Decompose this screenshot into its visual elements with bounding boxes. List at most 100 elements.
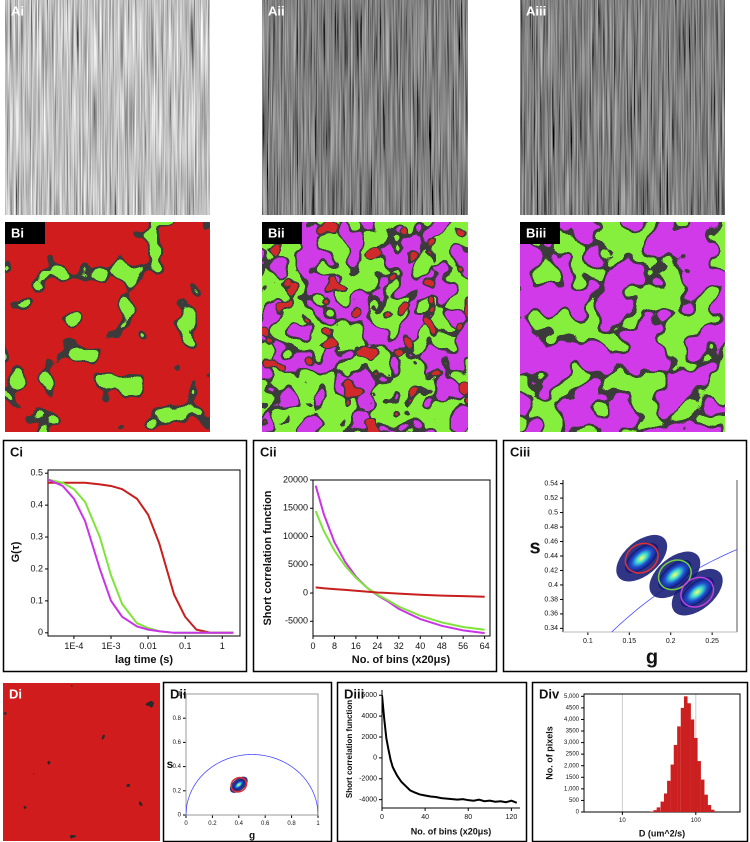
- y-tick-label: 0.38: [544, 596, 558, 603]
- bar: [670, 764, 675, 812]
- x-tick-label: 120: [506, 814, 518, 821]
- y-tick-label: 6000: [361, 692, 377, 699]
- x-tick-label: 0.01: [139, 641, 157, 651]
- x-tick-label: 1: [316, 821, 320, 827]
- y-tick-label: 0.42: [544, 567, 558, 574]
- x-axis-label: lag time (s): [115, 654, 173, 666]
- universal-semicircle: [186, 754, 318, 815]
- x-tick-label: 0.15: [622, 638, 636, 645]
- y-axis-label: s: [529, 536, 540, 558]
- y-tick-label: 1500: [566, 775, 580, 781]
- x-tick-label: 1E-3: [102, 641, 121, 651]
- x-tick-label: 0.2: [208, 821, 217, 827]
- y-tick-label: 0.46: [544, 538, 558, 545]
- bar: [697, 761, 701, 812]
- y-tick-label: 5000: [288, 559, 308, 569]
- y-tick-label: 1: [178, 692, 182, 698]
- density-core: [625, 543, 659, 574]
- cluster-ring: [624, 542, 659, 574]
- cluster-ring: [230, 776, 248, 793]
- x-tick-label: 0.6: [261, 821, 270, 827]
- panel-frame: [531, 681, 749, 842]
- panel-label-background: [520, 222, 560, 244]
- x-axis-label: No. of bins (x20μs): [411, 826, 492, 836]
- panel-label: Ci: [10, 444, 23, 459]
- x-tick-label: 40: [415, 641, 425, 651]
- y-axis-label: Short correlation function: [345, 700, 354, 798]
- y-tick-label: 5,000: [564, 694, 580, 700]
- x-axis-label: g: [249, 831, 255, 842]
- y-tick-label: 0.8: [173, 716, 182, 722]
- y-tick-label: 0.36: [544, 611, 558, 618]
- x-tick-label: 0.1: [179, 641, 192, 651]
- bar: [673, 744, 678, 812]
- panel-label: Div: [539, 686, 560, 701]
- y-tick-label: 1,000: [564, 786, 580, 792]
- panel-label: Diii: [344, 686, 364, 701]
- y-tick-label: 3,000: [564, 740, 580, 746]
- y-tick-label: 4000: [361, 713, 377, 720]
- image-texture: [520, 222, 725, 432]
- bar: [694, 737, 698, 812]
- y-tick-label: 0.2: [173, 788, 182, 794]
- x-tick-label: 1: [220, 641, 225, 651]
- bar: [710, 809, 715, 812]
- y-tick-label: 0: [178, 813, 182, 819]
- y-tick-label: 0.3: [30, 531, 43, 541]
- plot-frame: [312, 479, 491, 637]
- x-tick-label: 48: [437, 641, 447, 651]
- x-tick-label: 0: [310, 641, 315, 651]
- y-tick-label: -5000: [285, 616, 308, 626]
- y-tick-label: 0.4: [548, 582, 558, 589]
- cluster-ring: [657, 559, 692, 591]
- x-tick-label: 8: [332, 641, 337, 651]
- series-line: [315, 586, 485, 598]
- image-texture: [520, 0, 725, 215]
- series-line: [382, 695, 518, 804]
- plot-frame: [47, 469, 241, 637]
- y-tick-label: 4,000: [564, 717, 580, 723]
- bar: [704, 794, 708, 812]
- x-tick-label: 32: [394, 641, 404, 651]
- panel-label: Biii: [526, 225, 546, 240]
- y-tick-label: 2,000: [564, 763, 580, 769]
- y-tick-label: 0.1: [30, 595, 43, 605]
- y-tick-label: 0.54: [544, 480, 558, 487]
- panel-label-background: [5, 222, 45, 244]
- x-tick-label: 56: [458, 641, 468, 651]
- y-tick-label: 0: [373, 755, 377, 762]
- y-tick-label: 0: [303, 587, 308, 597]
- y-tick-label: 0: [38, 627, 43, 637]
- series-line: [48, 481, 234, 634]
- y-axis-label: Short correlation function: [262, 490, 274, 625]
- panel-label: Aiii: [526, 3, 546, 18]
- x-tick-label: 16: [351, 641, 361, 651]
- bar: [683, 696, 688, 812]
- y-tick-label: 4500: [566, 705, 580, 711]
- panel-label: Aii: [268, 3, 285, 18]
- bar: [663, 793, 668, 812]
- panel-frame: [336, 681, 528, 842]
- y-tick-label: 0.5: [30, 468, 43, 478]
- x-tick-label: 0.4: [235, 821, 244, 827]
- y-tick-label: 2500: [566, 752, 580, 758]
- panel-label: Di: [9, 686, 22, 701]
- y-tick-label: 20000: [283, 474, 308, 484]
- bar: [707, 805, 712, 812]
- x-tick-label: 1E-4: [64, 641, 83, 651]
- x-tick-label: 100: [691, 818, 702, 824]
- image-texture: [5, 222, 210, 432]
- panel-label: Ciii: [510, 444, 530, 459]
- bar: [690, 719, 695, 812]
- y-tick-label: 0.48: [544, 524, 558, 531]
- density-core: [680, 577, 714, 608]
- panel-label: Bi: [11, 225, 24, 240]
- bar: [680, 707, 685, 812]
- y-tick-label: 10000: [283, 531, 308, 541]
- x-tick-label: 0.2: [666, 638, 676, 645]
- y-tick-label: 500: [569, 798, 580, 804]
- image-texture: [5, 0, 210, 215]
- plot-frame: [185, 693, 319, 816]
